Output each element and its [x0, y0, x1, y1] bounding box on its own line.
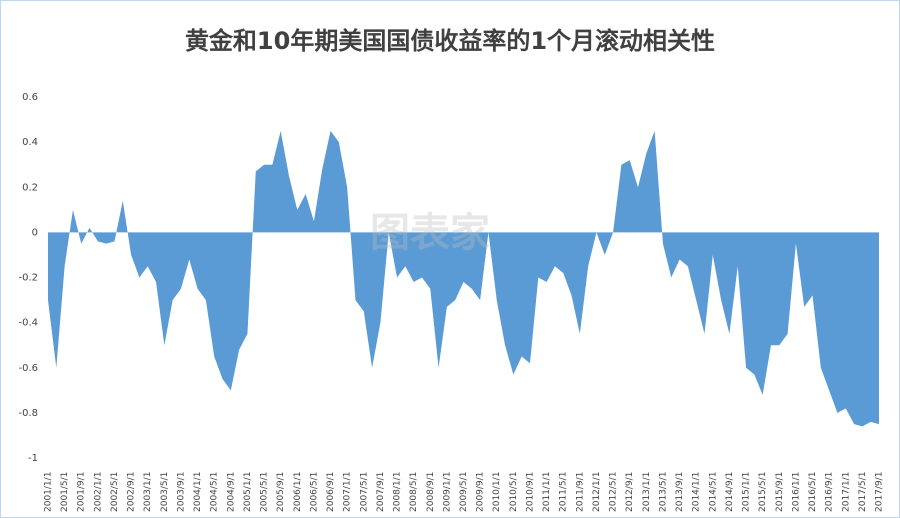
x-tick-label: 2010/9/1 [525, 472, 535, 512]
x-tick-label: 2015/9/1 [775, 472, 785, 512]
x-tick-label: 2007/1/1 [343, 472, 353, 512]
x-tick-label: 2013/1/1 [642, 472, 652, 512]
x-tick-label: 2008/1/1 [393, 472, 403, 512]
x-tick-label: 2002/5/1 [110, 472, 120, 512]
x-tick-label: 2001/9/1 [77, 472, 87, 512]
y-tick-label: 0.6 [22, 92, 38, 103]
x-tick-label: 2003/1/1 [143, 472, 153, 512]
y-tick-label: -0.4 [18, 318, 38, 329]
x-tick-label: 2011/5/1 [559, 472, 569, 512]
y-tick-label: -0.2 [18, 273, 38, 284]
x-tick-label: 2004/1/1 [193, 472, 203, 512]
x-tick-label: 2006/1/1 [293, 472, 303, 512]
x-tick-label: 2014/1/1 [692, 472, 702, 512]
x-tick-label: 2002/1/1 [93, 472, 103, 512]
y-tick-label: 0.2 [22, 182, 38, 193]
x-tick-label: 2003/9/1 [176, 472, 186, 512]
x-tick-label: 2011/1/1 [542, 472, 552, 512]
x-tick-label: 2009/9/1 [476, 472, 486, 512]
x-tick-label: 2017/1/1 [841, 472, 851, 512]
y-tick-label: 0.4 [22, 137, 38, 148]
x-tick-label: 2012/1/1 [592, 472, 602, 512]
x-tick-label: 2009/5/1 [459, 472, 469, 512]
x-tick-label: 2013/9/1 [675, 472, 685, 512]
x-tick-label: 2008/9/1 [426, 472, 436, 512]
x-tick-label: 2012/9/1 [625, 472, 635, 512]
x-tick-label: 2010/1/1 [492, 472, 502, 512]
x-tick-label: 2006/5/1 [309, 472, 319, 512]
x-tick-label: 2005/5/1 [260, 472, 270, 512]
x-tick-label: 2013/5/1 [658, 472, 668, 512]
area [48, 130, 879, 427]
x-tick-label: 2004/5/1 [210, 472, 220, 512]
y-tick-label: -1 [28, 453, 38, 464]
x-tick-label: 2009/1/1 [442, 472, 452, 512]
x-tick-label: 2010/5/1 [509, 472, 519, 512]
watermark: 图表家 [370, 210, 490, 256]
x-tick-label: 2016/1/1 [791, 472, 801, 512]
x-tick-label: 2003/5/1 [160, 472, 170, 512]
x-tick-label: 2002/9/1 [127, 472, 137, 512]
chart-title: 黄金和10年期美国国债收益率的1个月滚动相关性 [185, 27, 715, 55]
y-tick-label: 0 [32, 227, 38, 238]
x-tick-label: 2012/5/1 [609, 472, 619, 512]
x-tick-label: 2014/5/1 [708, 472, 718, 512]
x-tick-label: 2016/9/1 [825, 472, 835, 512]
x-tick-label: 2005/9/1 [276, 472, 286, 512]
x-tick-label: 2004/9/1 [226, 472, 236, 512]
x-tick-label: 2007/9/1 [376, 472, 386, 512]
x-tick-label: 2006/9/1 [326, 472, 336, 512]
x-tick-label: 2015/1/1 [742, 472, 752, 512]
y-tick-label: -0.8 [18, 408, 38, 419]
x-tick-label: 2007/5/1 [359, 472, 369, 512]
x-tick-label: 2005/1/1 [243, 472, 253, 512]
x-tick-label: 2008/5/1 [409, 472, 419, 512]
x-tick-label: 2017/9/1 [875, 472, 885, 512]
x-tick-label: 2015/5/1 [758, 472, 768, 512]
y-tick-label: -0.6 [18, 363, 38, 374]
x-tick-label: 2001/1/1 [44, 472, 54, 512]
x-tick-label: 2016/5/1 [808, 472, 818, 512]
x-tick-label: 2014/9/1 [725, 472, 735, 512]
x-tick-label: 2001/5/1 [60, 472, 70, 512]
x-tick-label: 2011/9/1 [575, 472, 585, 512]
x-tick-label: 2017/5/1 [858, 472, 868, 512]
